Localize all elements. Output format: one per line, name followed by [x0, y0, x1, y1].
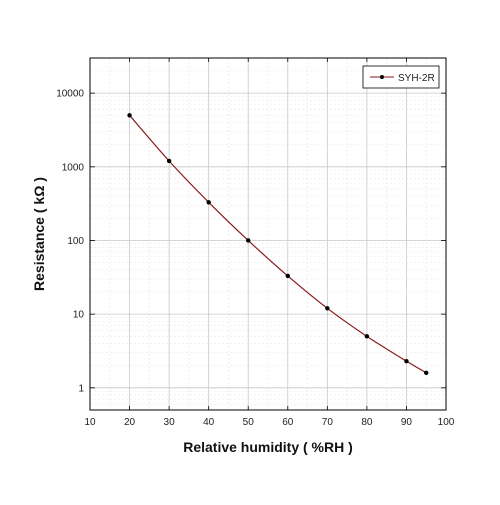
y-tick-label: 1000: [62, 162, 85, 173]
grid: [89, 57, 447, 411]
series-layer: [127, 113, 429, 375]
data-point: [424, 370, 429, 375]
y-axis-title: Resistance ( kΩ ): [31, 177, 47, 291]
x-tick-label: 80: [361, 417, 373, 428]
y-tick-label: 100: [67, 236, 84, 247]
legend-marker: [380, 75, 384, 79]
x-tick-label: 10: [84, 417, 96, 428]
data-point: [127, 113, 132, 118]
data-point: [364, 334, 370, 339]
data-point: [166, 158, 172, 164]
x-tick-label: 20: [124, 417, 136, 428]
x-tick-label: 40: [203, 417, 215, 428]
x-tick-label: 100: [438, 417, 455, 428]
x-tick-label: 90: [401, 417, 413, 428]
x-tick-label: 60: [282, 417, 294, 428]
data-point: [285, 273, 290, 279]
plot-area: [89, 57, 447, 411]
legend-label-syh-2r: SYH-2R: [398, 73, 435, 84]
y-tick-label: 10: [73, 310, 85, 321]
data-point: [325, 306, 330, 311]
data-point: [206, 200, 211, 205]
y-tick-label: 1: [78, 383, 84, 394]
x-tick-label: 50: [243, 417, 255, 428]
x-tick-label: 70: [322, 417, 334, 428]
data-point: [404, 358, 409, 364]
x-axis-title: Relative humidity ( %RH ): [183, 439, 353, 455]
data-point: [246, 238, 251, 243]
legend: SYH-2R: [362, 65, 440, 89]
x-tick-label: 30: [164, 417, 176, 428]
y-tick-label: 10000: [56, 89, 84, 100]
legend-box: [362, 65, 440, 89]
